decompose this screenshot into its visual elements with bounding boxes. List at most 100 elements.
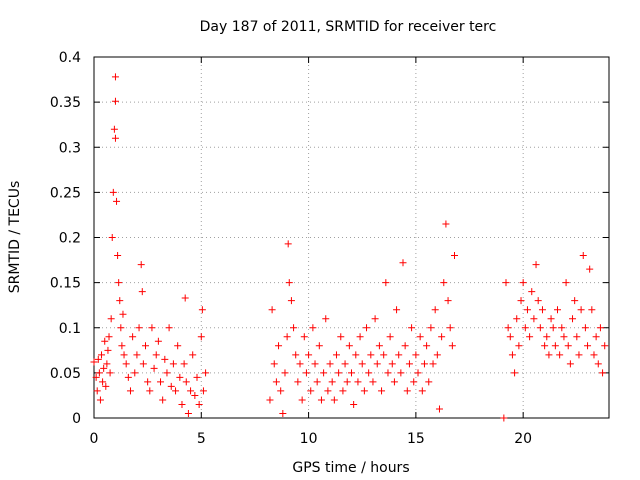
data-point: [139, 288, 146, 295]
data-point: [174, 342, 181, 349]
data-point: [329, 378, 336, 385]
data-point: [129, 333, 136, 340]
data-point: [271, 360, 278, 367]
data-point: [410, 378, 417, 385]
y-tick-label: 0.3: [59, 140, 81, 156]
data-point: [565, 342, 572, 349]
x-tick-label: 15: [407, 431, 425, 447]
data-point: [309, 324, 316, 331]
data-point: [103, 360, 110, 367]
data-point: [599, 369, 606, 376]
data-point: [400, 259, 407, 266]
data-point: [301, 333, 308, 340]
data-point: [108, 315, 115, 322]
y-tick-label: 0.25: [50, 185, 81, 201]
data-point: [449, 342, 456, 349]
data-point: [273, 378, 280, 385]
data-point: [417, 333, 424, 340]
data-point: [113, 198, 120, 205]
data-point: [148, 324, 155, 331]
data-point: [111, 126, 118, 133]
data-point: [101, 338, 108, 345]
data-point: [434, 351, 441, 358]
data-point: [595, 360, 602, 367]
data-point: [436, 405, 443, 412]
data-point: [119, 311, 126, 318]
data-point: [318, 396, 325, 403]
data-point: [98, 351, 105, 358]
y-tick-label: 0.2: [59, 231, 81, 247]
data-point: [357, 333, 364, 340]
x-axis-label: GPS time / hours: [292, 460, 409, 476]
y-tick-label: 0.4: [59, 50, 81, 66]
data-point: [588, 306, 595, 313]
data-point: [586, 266, 593, 273]
data-point: [153, 351, 160, 358]
data-point: [170, 360, 177, 367]
data-point: [161, 356, 168, 363]
x-tick-label: 10: [300, 431, 318, 447]
data-point: [528, 288, 535, 295]
data-point: [123, 360, 130, 367]
data-point: [125, 374, 132, 381]
data-point: [447, 324, 454, 331]
data-point: [339, 387, 346, 394]
data-point: [369, 378, 376, 385]
data-point: [393, 306, 400, 313]
data-point: [507, 333, 514, 340]
data-point: [518, 297, 525, 304]
data-point: [535, 297, 542, 304]
data-point: [376, 342, 383, 349]
data-point: [365, 369, 372, 376]
data-point: [558, 324, 565, 331]
data-point: [140, 360, 147, 367]
data-point: [548, 315, 555, 322]
data-point: [380, 351, 387, 358]
data-point: [133, 351, 140, 358]
data-point: [430, 360, 437, 367]
data-point: [146, 387, 153, 394]
data-point: [198, 333, 205, 340]
data-point: [96, 369, 103, 376]
data-point: [503, 279, 510, 286]
y-tick-label: 0.1: [59, 321, 81, 337]
data-point: [575, 351, 582, 358]
data-point: [303, 369, 310, 376]
data-point: [118, 342, 125, 349]
data-point: [178, 401, 185, 408]
data-point: [533, 261, 540, 268]
data-point: [115, 279, 122, 286]
data-point: [597, 324, 604, 331]
data-point: [367, 351, 374, 358]
data-point: [415, 369, 422, 376]
data-point: [277, 387, 284, 394]
data-point: [389, 360, 396, 367]
data-point: [107, 369, 114, 376]
data-point: [116, 297, 123, 304]
data-point: [112, 98, 119, 105]
data-point: [166, 324, 173, 331]
data-point: [584, 342, 591, 349]
data-point: [333, 351, 340, 358]
data-point: [112, 73, 119, 80]
x-tick-label: 20: [514, 431, 532, 447]
data-point: [275, 342, 282, 349]
data-point: [425, 378, 432, 385]
data-point: [539, 306, 546, 313]
data-point: [290, 324, 297, 331]
data-point: [191, 392, 198, 399]
data-point: [185, 410, 192, 417]
data-point: [97, 396, 104, 403]
y-tick-label: 0.05: [50, 366, 81, 382]
y-tick-label: 0.15: [50, 276, 81, 292]
data-point: [94, 387, 101, 394]
data-point: [324, 387, 331, 394]
data-point: [136, 324, 143, 331]
data-point: [131, 369, 138, 376]
data-point: [560, 333, 567, 340]
data-point: [593, 333, 600, 340]
data-point: [554, 306, 561, 313]
data-point: [299, 396, 306, 403]
data-point: [348, 369, 355, 376]
data-point: [157, 378, 164, 385]
